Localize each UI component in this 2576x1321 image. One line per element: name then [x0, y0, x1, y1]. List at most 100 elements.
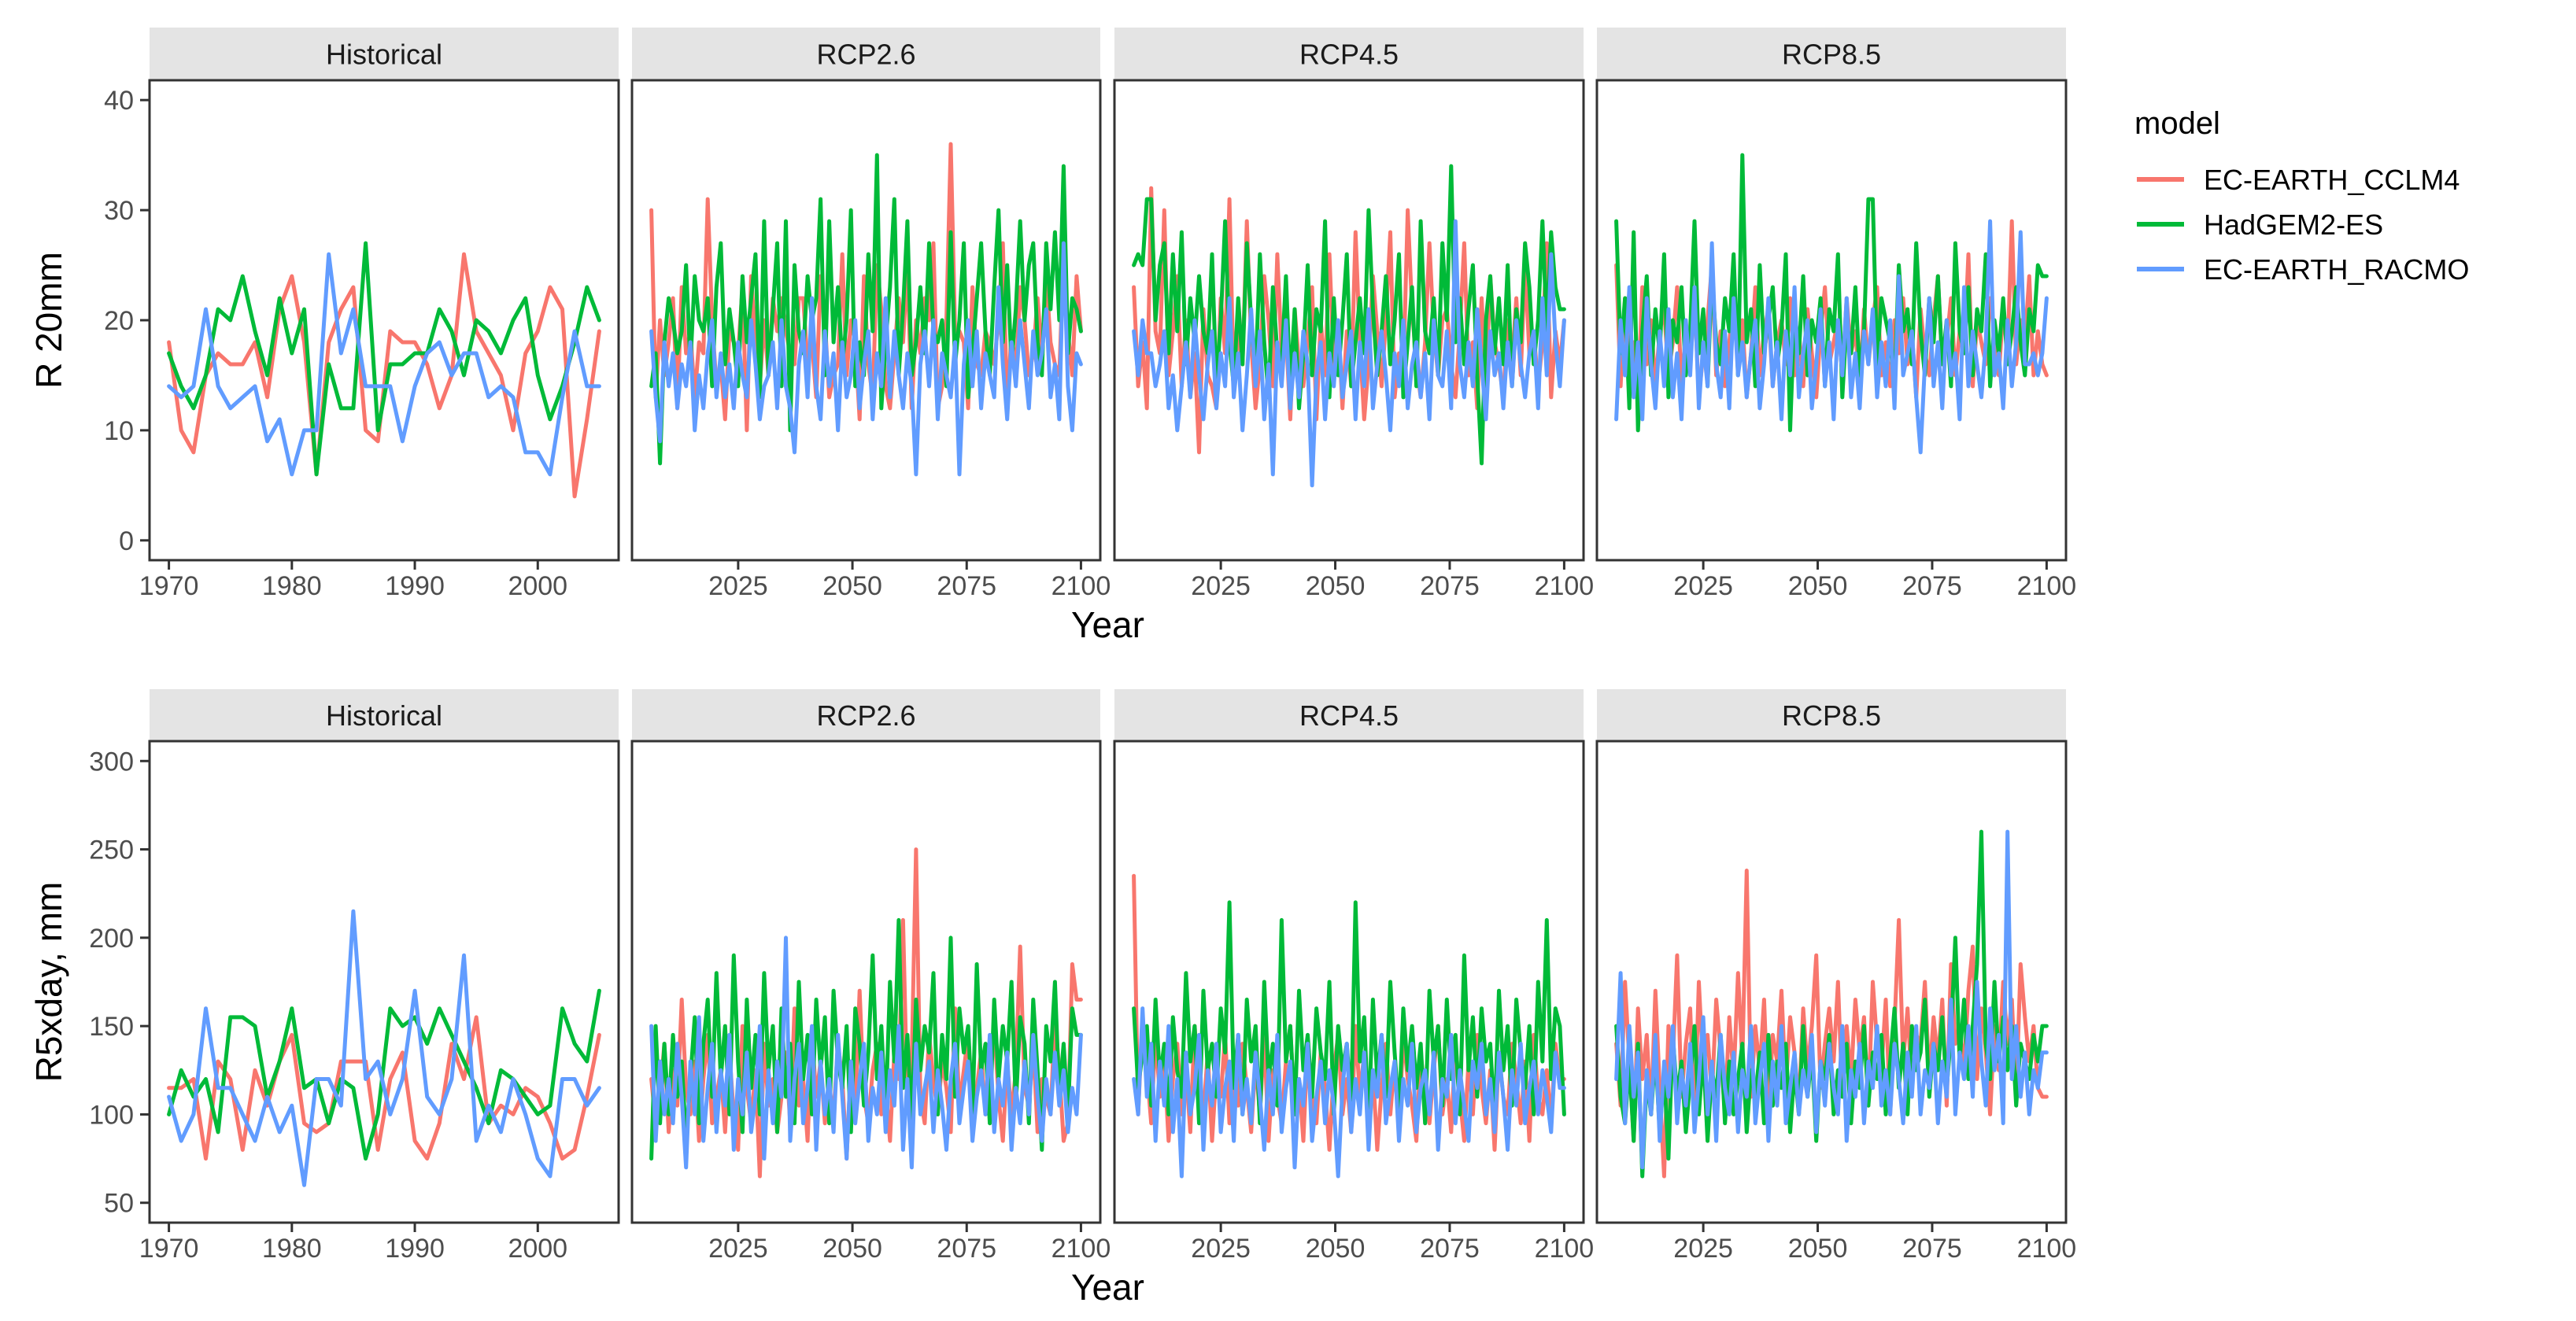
- panel-background: [632, 741, 1100, 1223]
- legend-label: EC-EARTH_CCLM4: [2204, 164, 2460, 196]
- x-axis-title: Year: [1071, 604, 1144, 645]
- strip-label: Historical: [326, 699, 442, 732]
- x-tick-label: 2050: [822, 571, 882, 601]
- x-tick-label: 1990: [385, 571, 445, 601]
- panel-border: [148, 740, 620, 1224]
- legend: model EC-EARTH_CCLM4 HadGEM2-ES EC-EARTH_RA…: [2134, 106, 2469, 286]
- y-tick-label: 20: [104, 306, 134, 336]
- strip-label: RCP4.5: [1299, 39, 1399, 71]
- y-tick-label: 100: [89, 1100, 134, 1130]
- strip-background: [632, 28, 1100, 80]
- x-tick-label: 2075: [937, 1234, 996, 1264]
- x-tick-label: 2025: [708, 571, 768, 601]
- x-tick-label: 2050: [1306, 1234, 1366, 1264]
- x-tick-label: 2100: [2017, 1234, 2077, 1264]
- series-line-ec-earth-racmo: [1132, 219, 1566, 488]
- strip-background: [1597, 28, 2066, 80]
- strip-label: RCP2.6: [816, 39, 915, 71]
- panel-historical-row1: Historical 1970 1980 1990 2000 0 10 20 30 40: [104, 28, 620, 601]
- x-tick-label: 2050: [1306, 571, 1366, 601]
- strip-label: RCP8.5: [1782, 39, 1881, 71]
- panel-historical-row2: Historical 1970 1980 1990 2000 50 100 150 200 250…: [89, 689, 620, 1264]
- panel-background: [150, 741, 619, 1223]
- x-tick-label: 2075: [1420, 1234, 1480, 1264]
- x-tick-label: 2025: [1191, 571, 1251, 601]
- series-line-ec-earth-racmo: [1614, 829, 2049, 1170]
- legend-item-hadgem2-es: HadGEM2-ES: [2137, 208, 2383, 241]
- strip-background: [1114, 689, 1584, 741]
- y-tick-label: 40: [104, 86, 134, 116]
- series-line-hadgem2-es: [1132, 164, 1566, 466]
- x-tick-label: 2100: [1535, 571, 1595, 601]
- x-tick-label: 2075: [1902, 1234, 1962, 1264]
- x-tick-label: 2075: [937, 571, 996, 601]
- panel-border: [630, 79, 1102, 562]
- strip-label: Historical: [326, 39, 442, 71]
- panel-border: [1595, 740, 2068, 1224]
- x-tick-label: 1970: [139, 1234, 199, 1264]
- panel-background: [150, 80, 619, 560]
- y-tick-label: 250: [89, 836, 134, 865]
- strip-background: [150, 28, 619, 80]
- y-tick-label: 300: [89, 747, 134, 777]
- x-tick-label: 2050: [1788, 1234, 1848, 1264]
- x-tick-label: 2050: [1788, 571, 1848, 601]
- x-tick-label: 2025: [708, 1234, 768, 1264]
- panel-border: [1113, 740, 1585, 1224]
- x-tick-label: 2100: [1051, 571, 1111, 601]
- x-tick-label: 2025: [1673, 571, 1733, 601]
- strip-background: [1114, 28, 1584, 80]
- x-axis-title: Year: [1071, 1267, 1144, 1308]
- strip-label: RCP2.6: [816, 699, 915, 732]
- x-tick-label: 2050: [822, 1234, 882, 1264]
- x-tick-label: 2000: [508, 571, 567, 601]
- legend-title: model: [2134, 106, 2220, 141]
- series-line-ec-earth-racmo: [1614, 219, 2049, 455]
- x-tick-label: 2075: [1420, 571, 1480, 601]
- panel-rcp4-5-row2: RCP4.5 2025 2050 2075 2100: [1113, 689, 1595, 1264]
- panel-rcp4-5-row1: RCP4.5 2025 2050 2075 2100: [1113, 28, 1595, 601]
- strip-background: [150, 689, 619, 741]
- x-tick-label: 2025: [1673, 1234, 1733, 1264]
- y-tick-label: 0: [119, 526, 134, 556]
- legend-label: HadGEM2-ES: [2204, 208, 2383, 241]
- x-tick-label: 1980: [262, 1234, 322, 1264]
- panel-rcp2-6-row1: RCP2.6 2025 2050 2075 2100: [630, 28, 1111, 601]
- legend-label: EC-EARTH_RACMO: [2204, 253, 2469, 286]
- panel-border: [630, 740, 1102, 1224]
- legend-item-ec-earth-cclm4: EC-EARTH_CCLM4: [2137, 164, 2460, 196]
- y-tick-label: 150: [89, 1012, 134, 1042]
- x-tick-label: 1980: [262, 571, 322, 601]
- series-line-ec-earth-racmo: [1132, 1006, 1566, 1179]
- x-tick-label: 1990: [385, 1234, 445, 1264]
- series-line-ec-earth-racmo: [649, 241, 1083, 477]
- x-tick-label: 2100: [2017, 571, 2077, 601]
- strip-label: RCP8.5: [1782, 699, 1881, 732]
- panel-rcp8-5-row2: RCP8.5 2025 2050 2075 2100: [1595, 689, 2077, 1264]
- y-axis-title: R5xday, mm: [28, 882, 69, 1083]
- x-tick-label: 2075: [1902, 571, 1962, 601]
- legend-item-ec-earth-racmo: EC-EARTH_RACMO: [2137, 253, 2469, 286]
- series-line-hadgem2-es: [167, 241, 601, 477]
- series-line-ec-earth-racmo: [649, 935, 1083, 1170]
- x-tick-label: 2025: [1191, 1234, 1251, 1264]
- x-tick-label: 2100: [1051, 1234, 1111, 1264]
- series-line-ec-earth-racmo: [167, 252, 601, 477]
- panel-border: [1113, 79, 1585, 562]
- x-tick-label: 2000: [508, 1234, 567, 1264]
- faceted-line-chart: Historical 1970 1980 1990 2000 0 10 20 30 40 RCP2.…: [28, 28, 2076, 1308]
- strip-background: [632, 689, 1100, 741]
- panel-border: [1595, 79, 2068, 562]
- panel-rcp2-6-row2: RCP2.6 2025 2050 2075 2100: [630, 689, 1111, 1264]
- x-tick-label: 2100: [1535, 1234, 1595, 1264]
- y-tick-label: 30: [104, 196, 134, 226]
- series-line-hadgem2-es: [167, 988, 601, 1161]
- x-tick-label: 1970: [139, 571, 199, 601]
- strip-label: RCP4.5: [1299, 699, 1399, 732]
- y-axis-title: R 20mm: [28, 252, 69, 389]
- y-tick-label: 50: [104, 1189, 134, 1219]
- panel-rcp8-5-row1: RCP8.5 2025 2050 2075 2100: [1595, 28, 2077, 601]
- strip-background: [1597, 689, 2066, 741]
- y-tick-label: 200: [89, 924, 134, 954]
